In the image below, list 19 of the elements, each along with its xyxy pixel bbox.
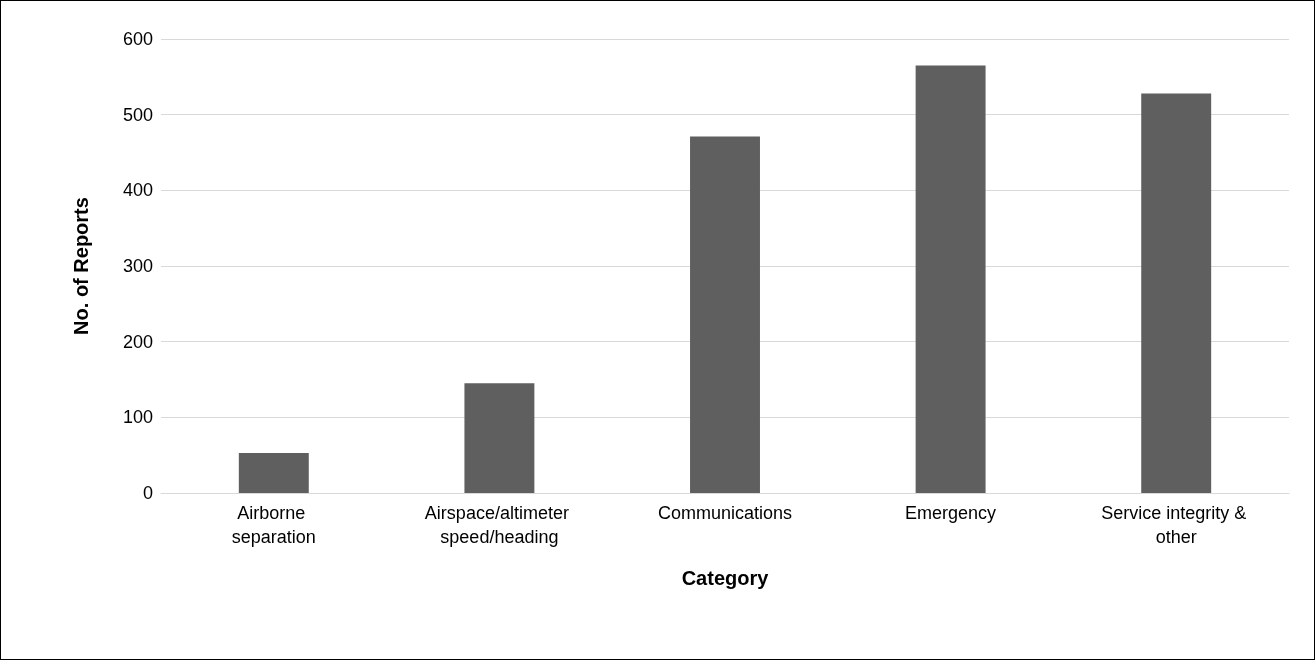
bar (1141, 93, 1212, 493)
y-tick-label: 0 (142, 483, 153, 503)
bar (464, 383, 535, 493)
y-axis-title: No. of Reports (70, 197, 92, 335)
x-tick-label: Emergency (905, 503, 997, 523)
bar (915, 65, 986, 493)
x-tick-label: Service integrity & other (1101, 503, 1252, 547)
bar (238, 452, 309, 493)
x-tick-label: Airborne separation (231, 503, 316, 547)
x-tick-label: Airspace/altimeter speed/heading (424, 503, 574, 547)
bar (690, 136, 760, 493)
y-tick-label: 500 (122, 104, 153, 125)
x-axis-title: Category (681, 567, 770, 589)
y-tick-label: 600 (122, 29, 153, 49)
x-tick-label: Communications (657, 503, 793, 523)
y-tick-label: 200 (122, 331, 153, 352)
y-tick-label: 400 (122, 180, 153, 201)
y-tick-label: 100 (122, 407, 153, 428)
y-tick-label: 300 (122, 256, 153, 276)
